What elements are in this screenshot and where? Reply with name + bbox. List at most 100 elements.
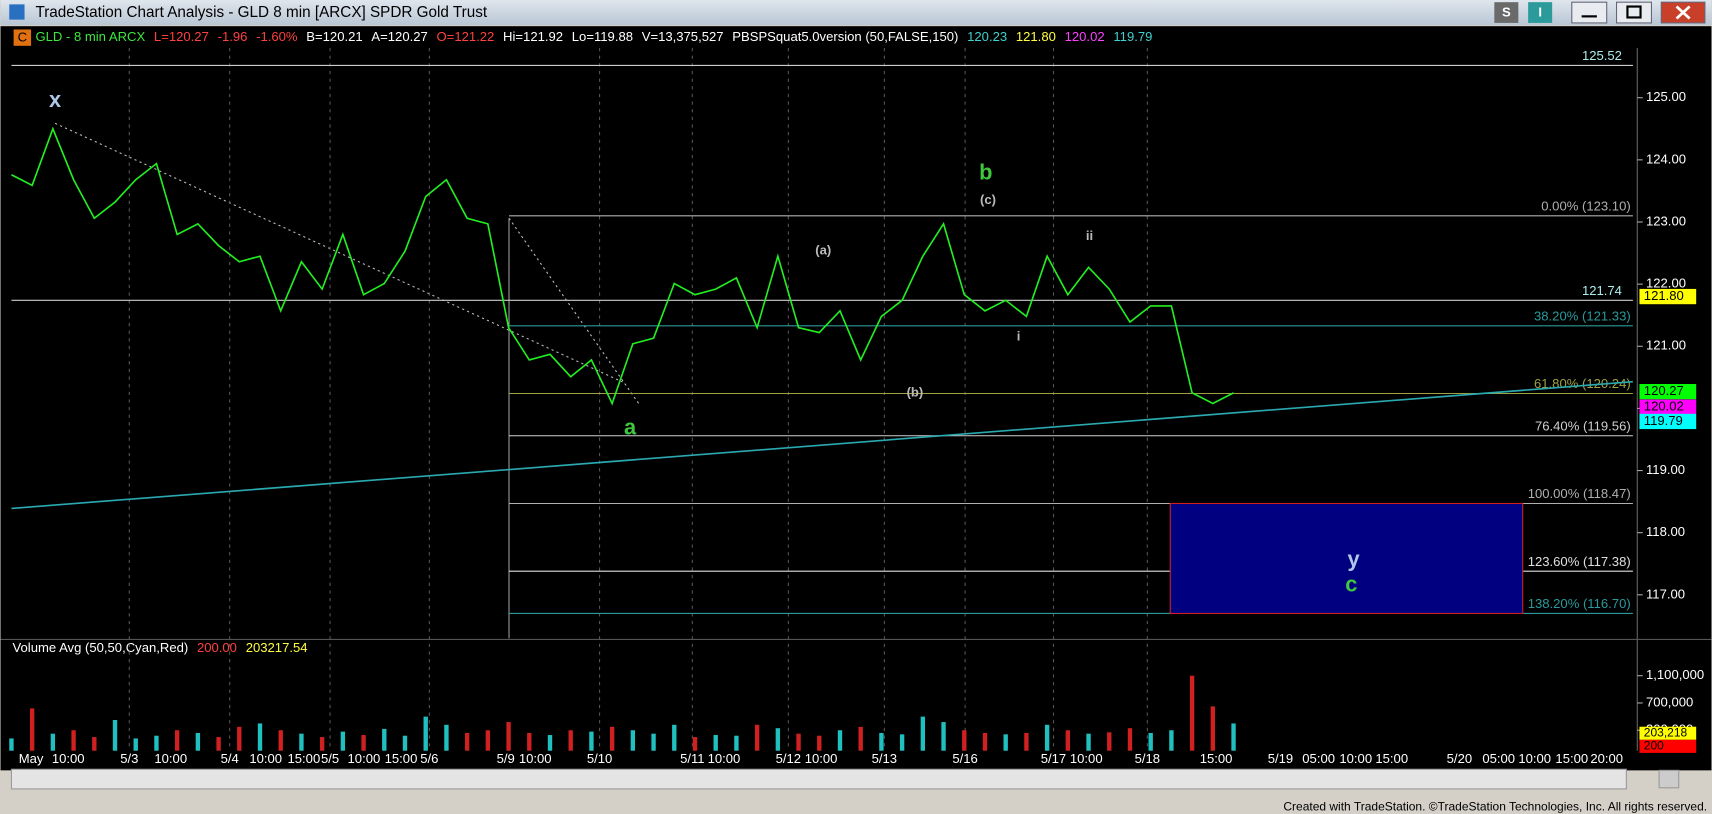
x-tick-label: 5/18: [1135, 751, 1160, 766]
scrollbar[interactable]: [10, 768, 1627, 790]
volume-param: 203217.54: [246, 641, 308, 656]
header-field: PBSPSquat5.0version (50,FALSE,150): [732, 30, 958, 45]
volume-bar: [899, 734, 905, 751]
volume-bar: [630, 730, 636, 751]
x-tick-label: 5/11: [680, 751, 704, 766]
price-line-label: 121.74: [1582, 283, 1622, 298]
x-tick-label: 10:00: [1070, 751, 1103, 766]
volume-bar: [133, 738, 138, 751]
x-tick-label: 5/19: [1268, 751, 1293, 766]
header-field: 120.23: [967, 30, 1007, 45]
volume-bar: [547, 735, 553, 751]
x-tick-label: 15:00: [1375, 751, 1408, 766]
x-tick-label: 10:00: [805, 751, 838, 766]
volume-bar: [92, 737, 97, 751]
volume-bar: [672, 724, 677, 751]
header-field: 121.80: [1016, 30, 1056, 45]
volume-bar: [1127, 728, 1133, 751]
x-tick-label: 10:00: [249, 751, 282, 766]
volume-bar: [278, 730, 283, 751]
fib-label: 38.20% (121.33): [1534, 308, 1631, 323]
volume-bar: [734, 735, 739, 751]
volume-bar: [1189, 675, 1195, 751]
volume-bar: [50, 733, 56, 751]
volume-bar: [568, 730, 573, 751]
volume-bar: [775, 728, 781, 751]
scroll-thumb[interactable]: [1658, 769, 1680, 789]
fib-label: 138.20% (116.70): [1528, 596, 1631, 611]
app-icon: [9, 4, 25, 20]
header-field: O=121.22: [437, 30, 495, 45]
maximize-icon: [1626, 5, 1642, 19]
header-field: B=120.21: [306, 30, 362, 45]
y-tick-label: 125.00: [1646, 89, 1686, 104]
volume-bar: [879, 732, 884, 751]
x-tick-label: 5/12: [776, 751, 801, 766]
volume-bar: [920, 716, 926, 751]
volume-param: 200.00: [197, 641, 237, 656]
y-tick-label: 122.00: [1646, 276, 1686, 291]
volume-bar: [692, 737, 698, 751]
volume-bar: [195, 732, 201, 751]
volume-bar: [1169, 730, 1174, 751]
x-tick-label: 10:00: [708, 751, 741, 766]
chart-area: [0, 26, 1712, 771]
header-field: Hi=121.92: [503, 30, 563, 45]
volume-bar: [506, 722, 511, 751]
y-tick-label: 123.00: [1646, 213, 1686, 228]
x-tick-label: 5/3: [120, 751, 138, 766]
volume-bar: [1231, 723, 1236, 751]
volume-bar: [71, 730, 76, 751]
volume-bar: [527, 732, 532, 751]
volume-tick-label: 700,000: [1646, 694, 1693, 709]
volume-bar: [1148, 732, 1153, 751]
volume-bar: [589, 731, 594, 751]
volume-badge-label: 200: [1644, 739, 1664, 753]
volume-bar: [796, 733, 801, 751]
volume-bar: [423, 716, 428, 751]
price-badge: [1639, 413, 1697, 430]
x-tick-label: 5/6: [420, 751, 438, 766]
volume-bar: [112, 720, 118, 751]
volume-bar: [651, 733, 656, 751]
volume-bar: [837, 730, 843, 751]
x-tick-label: 5/9: [497, 751, 515, 766]
volume-bar: [982, 732, 988, 751]
x-tick-label: May: [19, 751, 44, 766]
maximize-button[interactable]: [1615, 1, 1652, 24]
header-field: L=120.27: [154, 30, 209, 45]
volume-bar: [1065, 730, 1071, 751]
wave-label: c: [1345, 572, 1357, 597]
x-tick-label: 10:00: [1518, 751, 1551, 766]
x-tick-label: 10:00: [1339, 751, 1372, 766]
volume-tick-label: 1,100,000: [1646, 667, 1704, 682]
volume-bar: [9, 738, 14, 751]
volume-bar: [962, 730, 967, 751]
volume-bar: [319, 737, 325, 751]
volume-bar: [1003, 734, 1008, 751]
trendline: [11, 380, 1633, 510]
volume-bar: [1107, 732, 1112, 751]
volume-bar: [216, 737, 221, 751]
x-tick-label: 15:00: [1200, 751, 1233, 766]
minimize-button[interactable]: [1571, 1, 1608, 24]
wave-label: a: [624, 415, 637, 440]
volume-bar: [174, 730, 180, 751]
x-tick-label: 5/4: [221, 751, 239, 766]
x-tick-label: 10:00: [519, 751, 552, 766]
fib-label: 100.00% (118.47): [1528, 486, 1631, 501]
s-button[interactable]: [1494, 2, 1519, 23]
i-button[interactable]: [1528, 2, 1553, 23]
header-field: -1.60%: [256, 30, 298, 45]
volume-bar: [29, 708, 35, 751]
close-icon: [1675, 5, 1691, 20]
volume-bar: [1210, 706, 1216, 751]
status-bar: [0, 797, 1712, 814]
i-button-label: I: [1538, 5, 1542, 20]
volume-bar: [754, 724, 760, 751]
symbol-badge-label: C: [18, 30, 27, 45]
volume-bar: [1044, 724, 1050, 751]
volume-badge-label: 203,218: [1644, 725, 1688, 739]
volume-bar: [858, 726, 863, 751]
